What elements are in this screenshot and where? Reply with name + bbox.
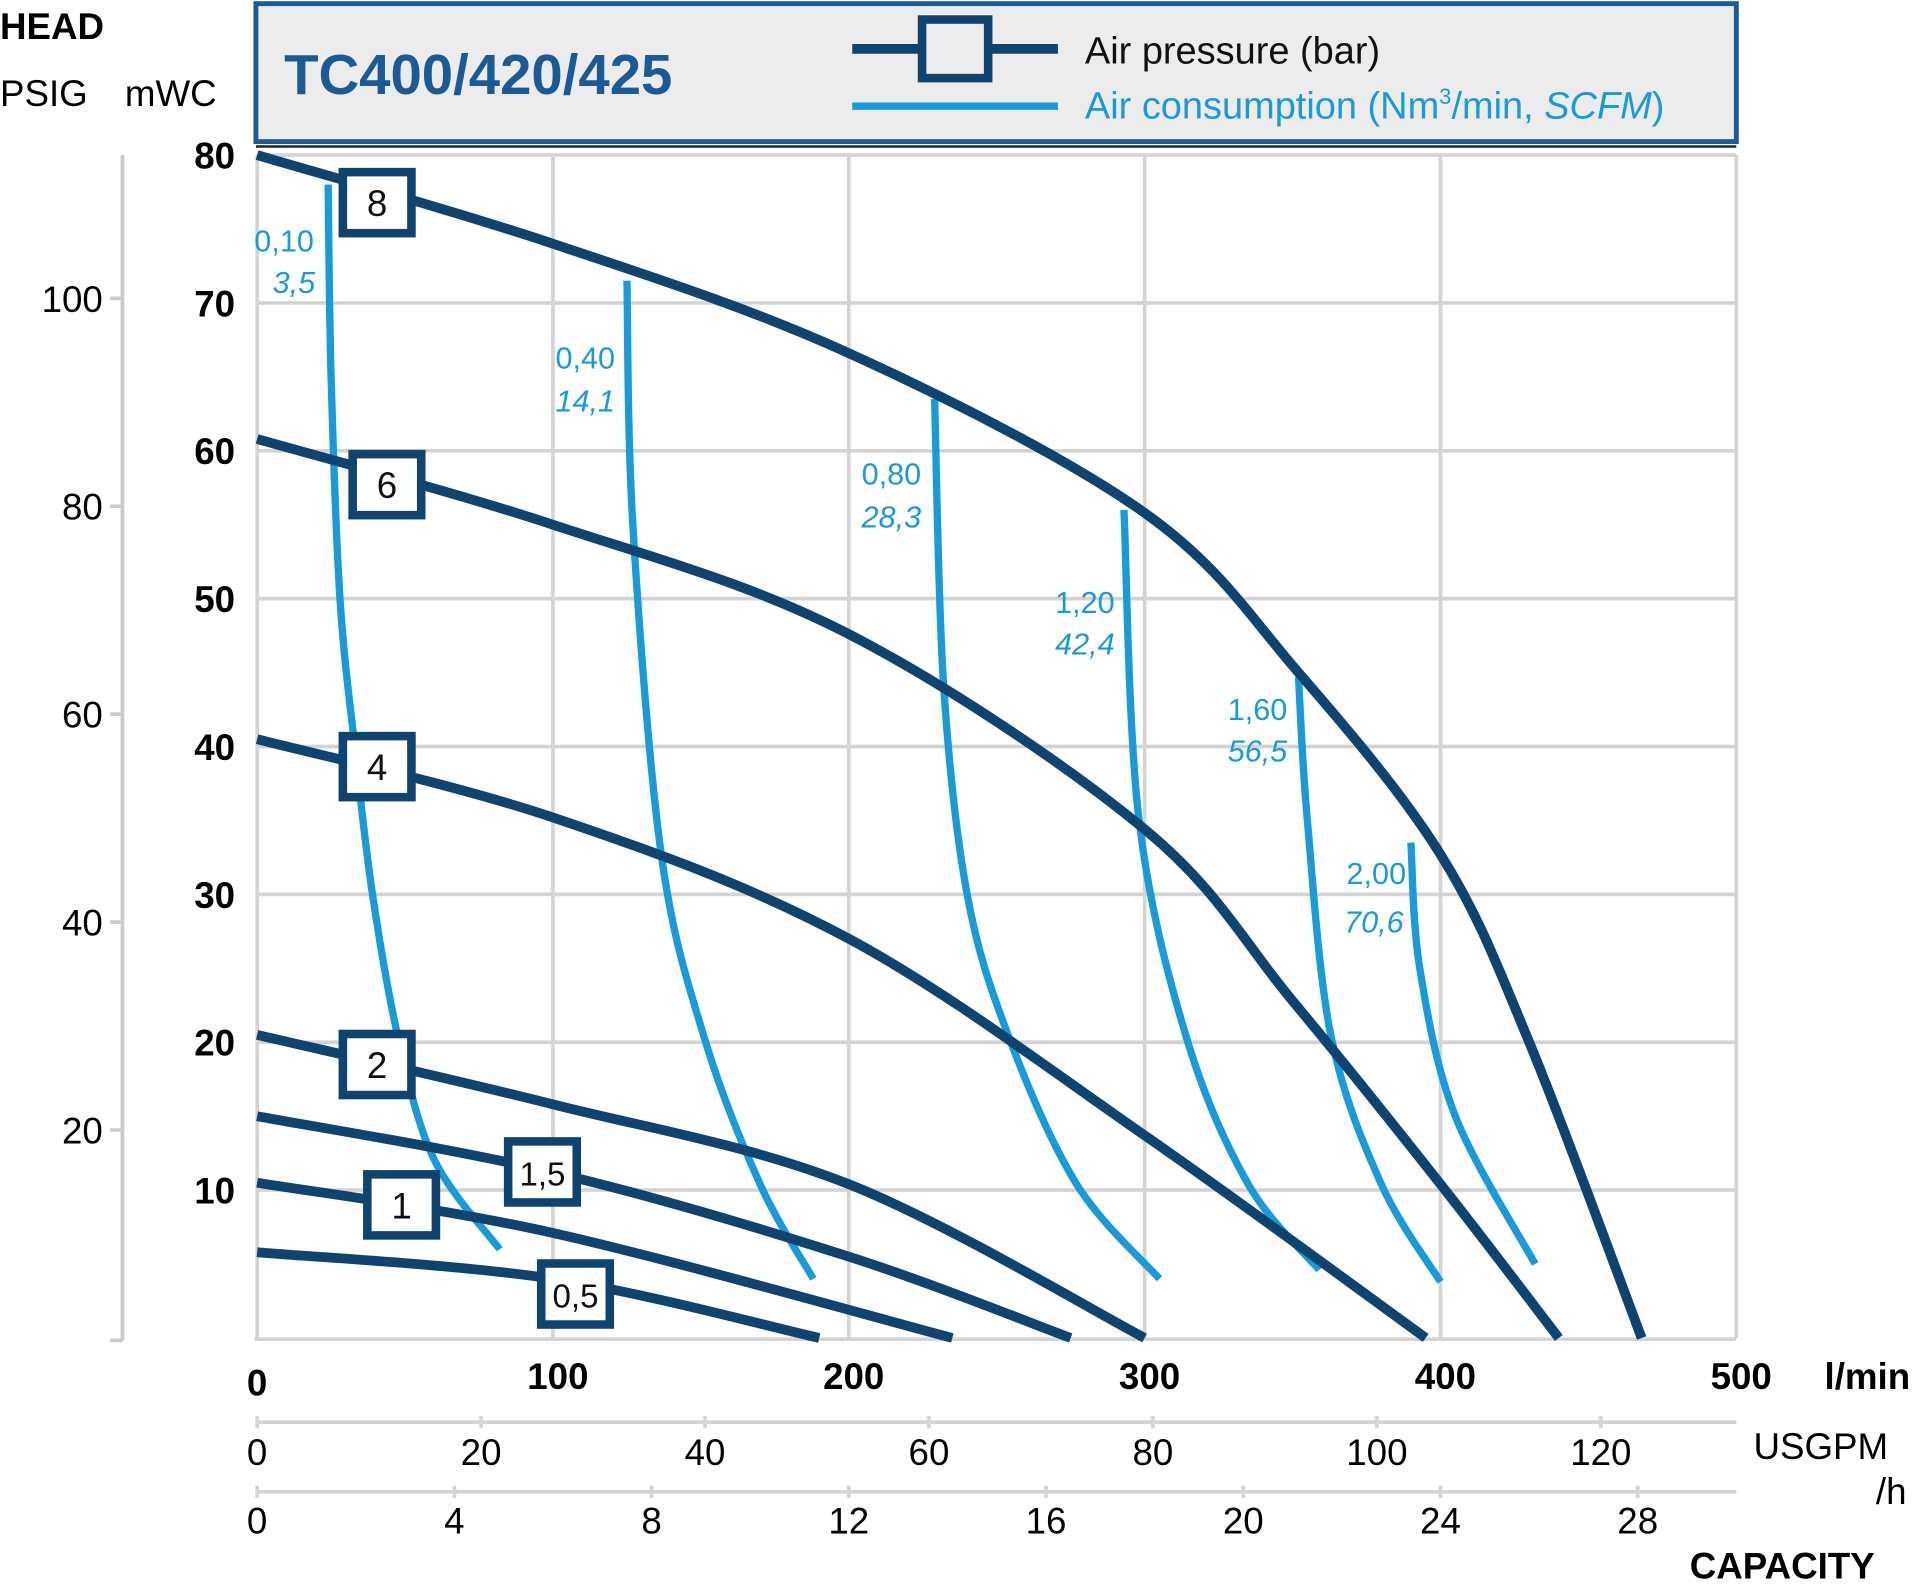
pressure-label: 0,5	[553, 1277, 599, 1314]
x-tick-usgpm: 100	[1346, 1432, 1407, 1473]
x-tick-m3h: 28	[1617, 1500, 1658, 1541]
y-tick-mwc: 30	[194, 875, 235, 916]
x-tick-lmin: 300	[1119, 1356, 1180, 1397]
x-tick-lmin: 400	[1415, 1356, 1476, 1397]
pressure-label-box	[338, 731, 416, 802]
x-tick-lmin: 200	[823, 1356, 884, 1397]
pressure-label: 1,5	[519, 1155, 565, 1192]
grid	[254, 153, 1739, 1342]
consumption-label-scfm: 3,5	[273, 266, 317, 300]
consumption-label-scfm: 42,4	[1055, 627, 1115, 661]
legend-box	[253, 1, 1739, 145]
x-tick-m3h: 8	[641, 1500, 661, 1541]
y-tick-mwc: 20	[194, 1023, 235, 1064]
consumption-label-scfm: 14,1	[556, 384, 616, 418]
x-tick-usgpm: 40	[685, 1432, 726, 1473]
pressure-label: 8	[367, 183, 387, 224]
legend-pressure-swatch	[852, 15, 1058, 83]
y-unit-psig: PSIG	[0, 73, 88, 114]
consumption-label-scfm: 28,3	[861, 500, 922, 534]
pressure-curve-6	[255, 434, 1563, 1341]
y-tick-psig: 100	[42, 279, 103, 320]
pressure-label: 1	[391, 1185, 411, 1226]
consumption-label-nm3: 1,60	[1228, 693, 1288, 727]
x-tick-usgpm: 120	[1570, 1432, 1631, 1473]
consumption-label-nm3: 1,20	[1055, 586, 1115, 620]
y-unit-mwc: mWC	[125, 73, 217, 114]
consumption-curve-0,80	[930, 398, 1163, 1282]
y-tick-mwc: 10	[194, 1171, 235, 1212]
x-tick-m3h: 4	[444, 1500, 464, 1541]
y-tick-psig: 20	[62, 1111, 103, 1152]
x-tick-m3h: 12	[828, 1500, 869, 1541]
y-axis-title: HEAD	[0, 6, 104, 47]
legend-consumption-label: Air consumption (Nm3/min, SCFM)	[1085, 84, 1665, 128]
y-tick-psig: 80	[62, 487, 103, 528]
consumption-label-scfm: 70,6	[1344, 906, 1404, 940]
pressure-label-box	[363, 1170, 441, 1240]
consumption-label-nm3: 0,80	[862, 458, 922, 492]
pressure-label: 2	[367, 1045, 387, 1086]
pressure-label: 6	[377, 465, 397, 506]
y-tick-mwc: 80	[194, 136, 235, 177]
x-tick-m3h: 20	[1223, 1500, 1264, 1541]
x-tick-usgpm: 60	[909, 1432, 950, 1473]
chart-title: TC400/420/425	[284, 43, 672, 106]
pressure-label-box	[503, 1137, 582, 1207]
pressure-label: 4	[367, 747, 387, 788]
pressure-curve-4	[255, 734, 1429, 1342]
y-tick-psig: 60	[62, 695, 103, 736]
consumption-label-nm3: 0,10	[254, 225, 314, 259]
pressure-label-box	[338, 1029, 416, 1100]
pressure-label-box	[348, 449, 426, 520]
y-tick-psig: 40	[62, 903, 103, 944]
y-tick-mwc: 70	[194, 283, 235, 324]
x-tick-lmin: 100	[527, 1356, 588, 1397]
x-tick-usgpm: 20	[461, 1432, 502, 1473]
consumption-label-scfm: 56,5	[1228, 735, 1289, 769]
x-tick-m3h: 16	[1026, 1500, 1067, 1541]
y-tick-mwc: 40	[194, 727, 235, 768]
x-tick-usgpm: 0	[247, 1432, 267, 1473]
consumption-label-nm3: 0,40	[556, 342, 616, 376]
consumption-curve-1,20	[1120, 509, 1323, 1273]
pressure-curve-1	[256, 1177, 954, 1343]
y-tick-mwc: 60	[194, 431, 235, 472]
y-tick-mwc: 50	[194, 579, 235, 620]
legend-pressure-label: Air pressure (bar)	[1085, 31, 1380, 73]
x-unit-usgpm: USGPM	[1753, 1426, 1888, 1467]
x-unit-lmin: l/min	[1824, 1356, 1910, 1397]
x-tick-m3h: 0	[247, 1500, 267, 1541]
pressure-label-box	[536, 1259, 615, 1329]
x-tick-usgpm: 80	[1133, 1432, 1174, 1473]
x-unit-m3h: /h	[1876, 1471, 1907, 1512]
pressure-label-box	[338, 167, 416, 238]
pressure-curve-1,5	[256, 1111, 1073, 1343]
x-tick-lmin: 0	[247, 1362, 267, 1403]
consumption-curve-1,60	[1294, 676, 1444, 1284]
pressure-curve-8	[255, 150, 1647, 1340]
x-tick-lmin: 500	[1711, 1356, 1772, 1397]
consumption-curve-2,00	[1407, 842, 1539, 1266]
x-axis-title: CAPACITY	[1690, 1546, 1875, 1587]
x-tick-m3h: 24	[1420, 1500, 1461, 1541]
consumption-curve-0,40	[623, 280, 817, 1281]
consumption-label-nm3: 2,00	[1347, 857, 1407, 891]
